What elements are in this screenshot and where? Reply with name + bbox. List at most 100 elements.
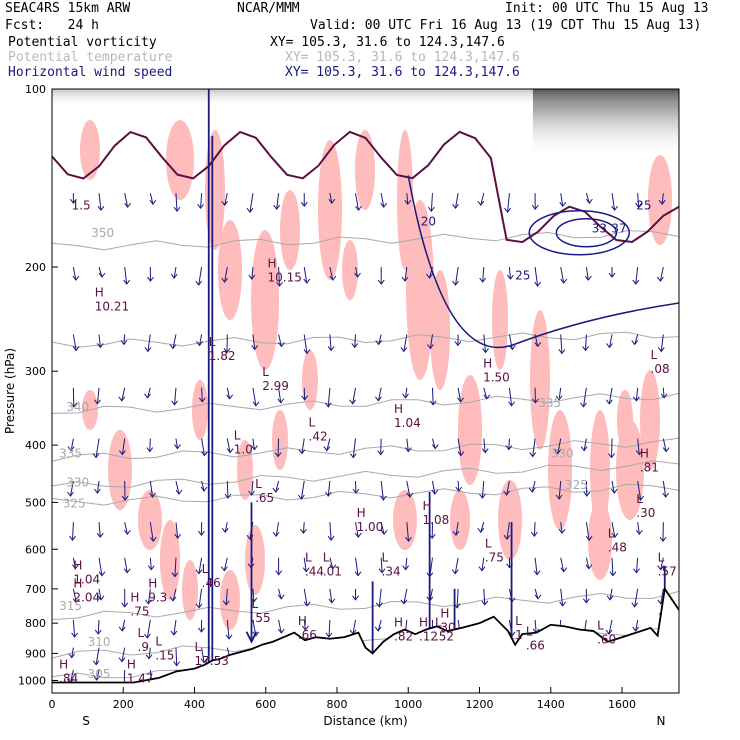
wind-vector-head bbox=[69, 198, 77, 204]
extremum-value: .57 bbox=[658, 565, 677, 579]
north-end-label: N bbox=[657, 714, 666, 728]
wind-vector-head bbox=[302, 625, 309, 631]
wind-vector bbox=[329, 193, 333, 204]
wind-vector bbox=[355, 557, 359, 576]
wind-vector-head bbox=[482, 348, 489, 354]
wind-vector bbox=[198, 266, 203, 286]
wind-vector bbox=[352, 387, 357, 404]
wind-vector-head bbox=[118, 396, 126, 402]
wind-vector-head bbox=[534, 342, 542, 348]
wind-vector bbox=[251, 480, 254, 496]
wind-vector-head bbox=[481, 600, 489, 606]
wind-vector bbox=[225, 588, 228, 605]
pv-shading bbox=[588, 500, 612, 580]
extremum-value: 1.04 bbox=[394, 416, 421, 430]
wind-vector-strong-head bbox=[245, 631, 258, 644]
wind-vector bbox=[329, 334, 332, 351]
extremum-type: L bbox=[305, 551, 312, 565]
wind-vector-head bbox=[404, 199, 412, 205]
wind-vector bbox=[329, 266, 334, 281]
wind-vector-head bbox=[325, 632, 333, 638]
wind-vector bbox=[327, 387, 331, 407]
wind-vector-head bbox=[171, 400, 178, 406]
wind-vector-head bbox=[175, 489, 183, 495]
pv-shading bbox=[318, 140, 342, 280]
wind-vector bbox=[352, 619, 357, 635]
wind-vector bbox=[454, 557, 459, 574]
pv-shading bbox=[342, 240, 358, 300]
extremum-type: L bbox=[155, 635, 162, 649]
contour-label: 335 bbox=[59, 447, 82, 461]
extremum-value: 10.21 bbox=[95, 299, 129, 313]
wind-vector-head bbox=[605, 629, 613, 635]
wind-vector-head bbox=[605, 399, 613, 405]
wind-vector-head bbox=[380, 529, 388, 536]
pv-shading bbox=[617, 390, 633, 450]
wind-vector bbox=[406, 522, 410, 542]
extremum-value: .15 bbox=[155, 649, 174, 663]
extremum-type: L bbox=[435, 616, 442, 630]
field-xy-pv: XY= 105.3, 31.6 to 124.3,147.6 bbox=[270, 35, 505, 50]
wind-vector bbox=[147, 387, 151, 398]
wind-vector bbox=[121, 387, 126, 401]
wind-vector-head bbox=[169, 596, 177, 602]
wind-vector-head bbox=[427, 206, 435, 212]
y-tick-label: 400 bbox=[25, 439, 46, 452]
wind-vector bbox=[457, 387, 462, 402]
wind-vector-head bbox=[351, 343, 359, 349]
wind-vector-head bbox=[121, 495, 129, 501]
wind-vector-head bbox=[657, 565, 665, 571]
wind-vector-head bbox=[483, 394, 491, 400]
wind-vector bbox=[277, 438, 280, 457]
wind-vector bbox=[560, 266, 565, 284]
wind-vector bbox=[508, 267, 511, 280]
wind-vector-head bbox=[93, 488, 101, 494]
wind-vector-head bbox=[610, 488, 618, 494]
wind-vector-head bbox=[530, 531, 538, 538]
wind-vector-head bbox=[631, 340, 639, 346]
wind-vector bbox=[329, 522, 332, 541]
wind-vector-head bbox=[144, 393, 151, 399]
wind-vector-head bbox=[118, 657, 126, 663]
wind-vector-head bbox=[225, 634, 233, 640]
x-tick-label: 1400 bbox=[537, 698, 565, 711]
wind-vector bbox=[352, 438, 357, 458]
extremum-value: .66 bbox=[298, 628, 317, 642]
wind-vector-head bbox=[559, 601, 567, 607]
wind-vector-head bbox=[226, 394, 234, 400]
extremum-value: .82 bbox=[394, 630, 413, 644]
wind-vector bbox=[275, 480, 280, 493]
wind-vector-head bbox=[659, 536, 667, 543]
wind-vector bbox=[660, 557, 664, 570]
extremum-type: L bbox=[195, 640, 202, 654]
wind-vector bbox=[406, 480, 411, 498]
wind-vector-head bbox=[606, 595, 614, 601]
wind-vector-head bbox=[275, 570, 283, 576]
wind-vector-head bbox=[529, 452, 537, 458]
wind-vector bbox=[149, 193, 154, 205]
wind-vector bbox=[96, 387, 100, 404]
wind-vector-head bbox=[173, 206, 181, 212]
wind-vector bbox=[175, 193, 178, 212]
wind-vector-head bbox=[201, 451, 208, 457]
field-name-wind: Horizontal wind speed bbox=[8, 65, 173, 80]
wind-vector bbox=[406, 193, 409, 205]
wind-vector bbox=[69, 669, 74, 684]
wind-vector-head bbox=[477, 200, 485, 206]
contour-label: 315 bbox=[59, 599, 82, 613]
wind-vector-head bbox=[277, 628, 285, 634]
wind-vector-head bbox=[96, 343, 104, 349]
wind-vector bbox=[508, 387, 513, 406]
wind-vector bbox=[431, 387, 434, 405]
y-tick-label: 900 bbox=[25, 647, 46, 660]
extremum-type: H bbox=[640, 447, 649, 461]
wind-vector bbox=[506, 522, 510, 540]
wind-vector-head bbox=[481, 448, 489, 454]
wind-vector bbox=[558, 387, 562, 400]
wind-vector-head bbox=[97, 595, 105, 601]
extremum-type: H bbox=[419, 616, 428, 630]
extremum-type: H bbox=[127, 657, 136, 671]
wind-vector-head bbox=[329, 275, 337, 281]
wind-vector-head bbox=[452, 530, 460, 537]
extremum-value: 1.00 bbox=[357, 520, 384, 534]
